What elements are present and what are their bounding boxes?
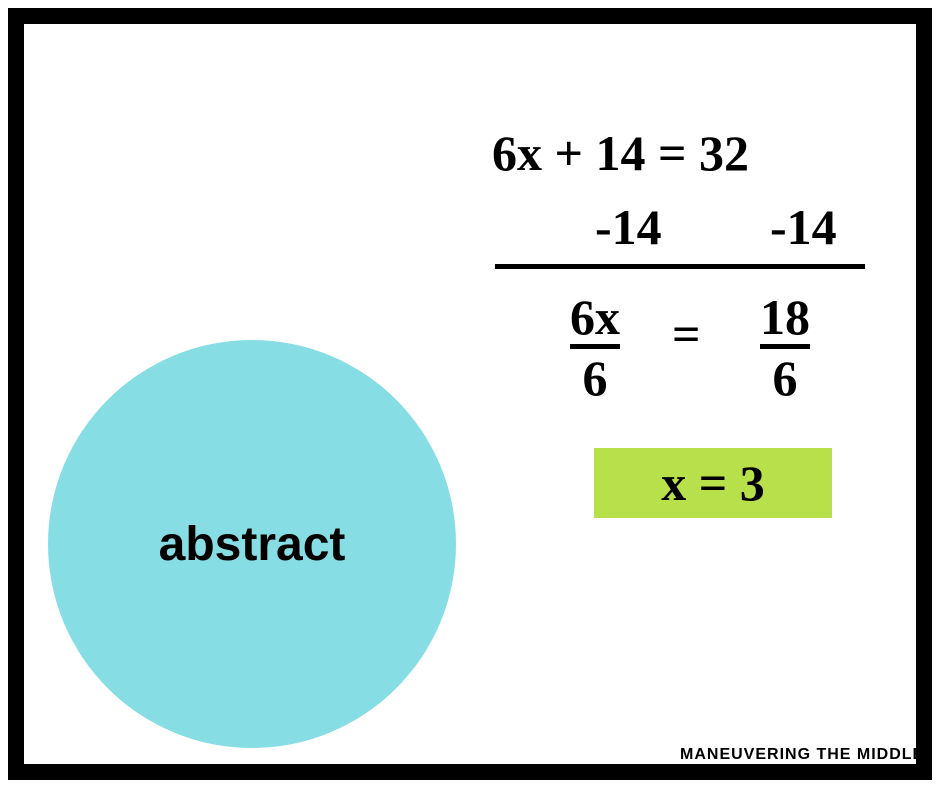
- equation-subtract-left: -14: [595, 198, 662, 256]
- answer-highlight: x = 3: [594, 448, 832, 518]
- equation-rule: [495, 264, 865, 269]
- concept-circle-label: abstract: [159, 517, 346, 572]
- equation-fraction-right: 18 6: [745, 292, 825, 407]
- equation-subtract-right: -14: [770, 198, 837, 256]
- answer-text: x = 3: [661, 454, 765, 512]
- concept-circle: abstract: [48, 340, 456, 748]
- equation-line-1: 6x + 14 = 32: [492, 124, 749, 182]
- fraction-right-numerator: 18: [760, 292, 810, 342]
- fraction-left-denominator: 6: [570, 353, 620, 403]
- fraction-left-numerator: 6x: [570, 292, 620, 342]
- fraction-right-denominator: 6: [760, 353, 810, 403]
- footer-credit: MANEUVERING THE MIDDLE: [680, 746, 924, 764]
- equation-equals: =: [672, 305, 701, 363]
- equation-fraction-left: 6x 6: [555, 292, 635, 407]
